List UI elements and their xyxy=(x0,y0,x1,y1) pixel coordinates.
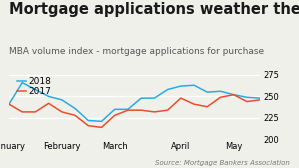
2017 xyxy=(60,111,64,113)
Line: 2017: 2017 xyxy=(9,95,260,127)
2017 xyxy=(232,94,236,96)
Text: Source: Mortgage Bankers Association: Source: Mortgage Bankers Association xyxy=(155,160,290,166)
2018 xyxy=(192,84,196,86)
2017 xyxy=(219,96,222,98)
2017 xyxy=(73,114,77,116)
2018 xyxy=(166,89,170,91)
2017 xyxy=(47,102,51,104)
2017 xyxy=(152,111,156,113)
2017 xyxy=(33,111,37,113)
2017 xyxy=(126,109,130,111)
2018 xyxy=(113,108,117,110)
2017 xyxy=(258,99,262,101)
Text: Mortgage applications weather the rate rise: Mortgage applications weather the rate r… xyxy=(9,2,299,17)
2018 xyxy=(232,94,236,96)
2018 xyxy=(139,97,143,99)
2018 xyxy=(33,89,37,91)
2017 xyxy=(179,97,183,99)
2017 xyxy=(7,103,11,105)
2017 xyxy=(139,109,143,111)
2018 xyxy=(219,90,222,92)
2018 xyxy=(152,97,156,99)
2017 xyxy=(86,125,90,127)
2017 xyxy=(245,101,249,103)
2017 xyxy=(100,126,103,128)
2017 xyxy=(166,109,170,111)
Line: 2018: 2018 xyxy=(9,83,260,121)
2017 xyxy=(20,111,24,113)
2018 xyxy=(60,99,64,101)
Text: MBA volume index - mortgage applications for purchase: MBA volume index - mortgage applications… xyxy=(9,47,264,56)
2018 xyxy=(100,120,103,122)
2017 xyxy=(113,114,117,116)
2018 xyxy=(179,85,183,87)
2018 xyxy=(126,108,130,110)
2018 xyxy=(20,82,24,84)
2018 xyxy=(73,108,77,110)
2018 xyxy=(258,97,262,99)
2017 xyxy=(205,106,209,108)
2018 xyxy=(47,95,51,97)
Legend: 2018, 2017: 2018, 2017 xyxy=(13,73,55,100)
2017 xyxy=(192,103,196,105)
2018 xyxy=(245,96,249,98)
2018 xyxy=(205,91,209,93)
2018 xyxy=(7,103,11,105)
2018 xyxy=(86,119,90,121)
